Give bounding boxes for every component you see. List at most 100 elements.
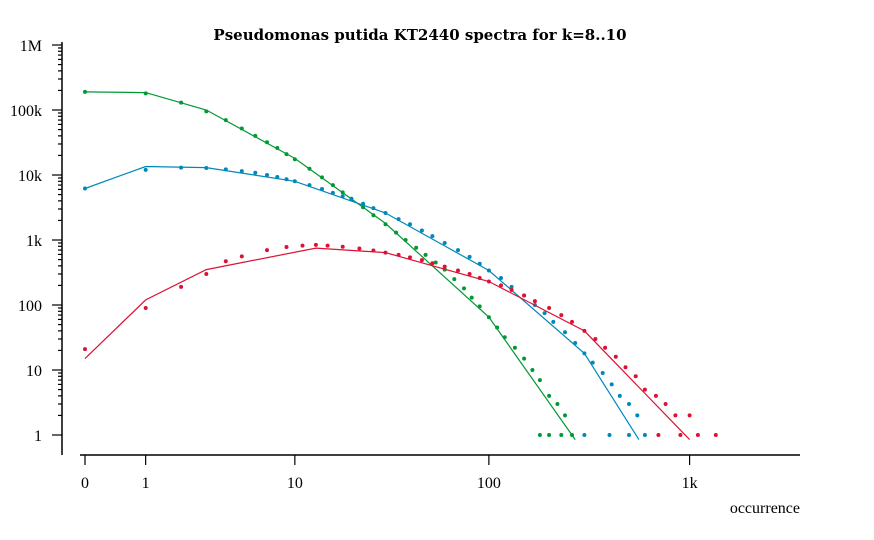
y-tick-label: 100k: [10, 103, 42, 120]
x-tick-label: 1k: [682, 475, 698, 492]
data-point: [542, 311, 547, 316]
data-point: [408, 222, 412, 227]
x-tick-label: 1: [142, 475, 150, 492]
data-point: [467, 272, 472, 276]
data-point: [559, 433, 564, 437]
data-point: [547, 433, 552, 437]
data-point: [537, 378, 542, 383]
data-point: [284, 152, 289, 157]
data-point: [253, 133, 258, 138]
data-point: [179, 165, 184, 170]
y-ticks: 1 10 100 1k 10k 100k 1M: [10, 38, 62, 445]
data-point: [313, 242, 318, 247]
data-point: [607, 433, 612, 437]
data-point: [635, 413, 640, 418]
data-point: [509, 288, 514, 292]
data-point: [239, 254, 244, 259]
data-point: [678, 433, 683, 437]
data-point: [522, 356, 527, 361]
data-point: [143, 306, 148, 310]
data-point: [477, 261, 482, 266]
data-point: [307, 183, 312, 188]
data-point: [603, 345, 608, 350]
data-point: [573, 341, 578, 345]
data-point: [330, 190, 335, 195]
data-point: [414, 245, 419, 250]
data-point: [627, 402, 631, 406]
data-point: [559, 313, 564, 318]
data-point: [609, 382, 614, 387]
y-tick-label: 100: [18, 298, 42, 315]
data-point: [265, 173, 269, 177]
data-point: [547, 306, 552, 310]
data-point: [371, 213, 376, 218]
data-point: [555, 402, 560, 406]
data-point: [143, 167, 148, 172]
data-point: [467, 254, 472, 259]
data-point: [143, 91, 148, 96]
data-point: [582, 351, 587, 356]
data-point: [462, 286, 466, 291]
data-point: [300, 243, 305, 248]
data-point: [477, 304, 482, 309]
data-point: [563, 330, 567, 335]
data-point: [83, 186, 87, 191]
data-point: [656, 433, 661, 437]
data-point: [265, 140, 269, 145]
data-point: [275, 146, 280, 150]
data-point: [292, 179, 297, 184]
data-point: [653, 393, 658, 398]
data-point: [396, 252, 401, 257]
data-point: [325, 243, 330, 248]
data-point: [582, 433, 587, 437]
data-point: [593, 337, 598, 341]
data-point: [83, 89, 87, 94]
data-point: [292, 157, 297, 162]
data-point: [223, 118, 228, 123]
data-point: [320, 175, 324, 180]
data-point: [600, 371, 605, 375]
data-point: [442, 241, 447, 245]
y-tick-label: 1k: [26, 233, 42, 250]
data-point: [642, 387, 647, 392]
data-point: [495, 325, 500, 330]
data-point: [486, 279, 491, 284]
data-point: [239, 169, 244, 174]
series-0-fit-line: [84, 91, 576, 440]
data-point: [687, 413, 692, 418]
x-tick-label: 0: [81, 475, 89, 492]
plot-area: [83, 89, 718, 441]
data-point: [383, 222, 388, 227]
data-point: [361, 205, 366, 210]
data-point: [204, 272, 209, 276]
data-point: [502, 335, 507, 340]
data-point: [423, 252, 428, 257]
data-point: [613, 354, 618, 359]
series-2: [83, 242, 718, 441]
data-point: [275, 175, 280, 179]
y-tick-label: 1: [34, 428, 42, 445]
chart-title: Pseudomonas putida KT2440 spectra for k=…: [213, 26, 626, 44]
data-point: [408, 255, 412, 260]
data-point: [673, 413, 678, 418]
data-point: [430, 234, 435, 239]
data-point: [499, 276, 503, 280]
data-point: [340, 190, 345, 195]
data-point: [537, 433, 542, 437]
data-point: [204, 109, 209, 114]
data-point: [403, 238, 408, 242]
data-point: [430, 261, 435, 266]
data-point: [633, 374, 638, 379]
data-point: [570, 433, 574, 437]
data-point: [383, 211, 388, 215]
data-point: [582, 328, 587, 333]
data-point: [477, 276, 482, 280]
data-point: [713, 433, 718, 437]
data-point: [330, 183, 335, 188]
x-ticks: 0 1 10 100 1k: [81, 455, 698, 492]
data-point: [223, 167, 228, 172]
y-tick-label: 1M: [20, 38, 42, 55]
data-point: [452, 277, 457, 282]
data-point: [320, 187, 324, 191]
data-point: [590, 360, 595, 365]
